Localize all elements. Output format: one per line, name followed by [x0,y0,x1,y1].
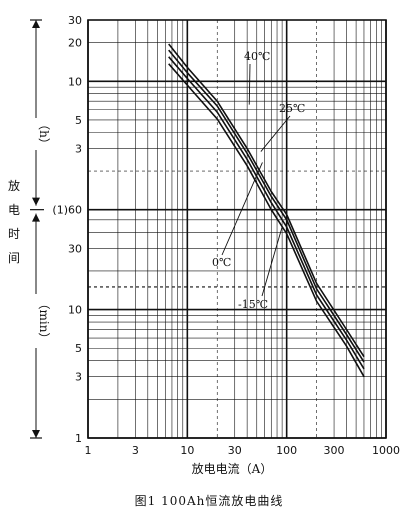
y-tick-label-minutes: 30 [68,242,82,255]
y-tick-label-hours: 10 [68,75,82,88]
grid [87,19,387,439]
curve-label-leader [260,115,291,152]
axes: 1 3 10 30 100 300 1000 30 20 10 5 3 (1)60 30 10 5 3 1 [30,14,400,457]
x-tick-label: 1000 [372,444,400,457]
y-tick-label-minutes: (1)60 [52,204,82,217]
y-tick-label-hours: 30 [68,14,82,27]
y-axis-title-char: 时 [8,227,20,241]
bracket-arrow [32,213,40,222]
y-tick-label-minutes: 3 [75,371,82,384]
y-axis-title-char: 电 [8,203,20,217]
curve-label-leader [248,63,251,105]
y-tick-label-minutes: 10 [68,304,82,317]
curve-label-leader [221,162,263,256]
x-tick-label: 10 [180,444,194,457]
series-line [168,49,365,363]
x-axis-title: 放电电流（A） [192,461,273,476]
series-line [168,63,365,378]
minutes-unit-label: （min） [37,298,51,345]
y-tick-label-minutes: 5 [75,342,82,355]
x-tick-label: 1 [85,444,92,457]
bracket-arrow [32,430,40,438]
y-tick-label-hours: 5 [75,114,82,127]
bracket-arrow [32,20,40,28]
curve-label: -15℃ [238,298,268,311]
plot-frame [87,19,387,439]
bracket-arrow [32,197,40,206]
x-tick-label: 300 [324,444,345,457]
hours-unit-label: （h） [37,118,51,150]
y-tick-label-minutes: 1 [75,432,82,445]
curve-label-leader [261,226,283,297]
figure-caption: 图1 100Ah恒流放电曲线 [134,494,284,508]
x-tick-label: 100 [276,444,297,457]
series-line [168,56,365,370]
x-tick-label: 30 [228,444,242,457]
y-tick-label-hours: 3 [75,142,82,155]
y-axis-title-char: 放 [8,178,20,193]
curve-label: 40℃ [244,50,270,63]
series-line [168,43,365,358]
curve-label: 25℃ [279,102,305,115]
x-tick-label: 3 [132,444,139,457]
curves [168,43,365,378]
y-axis-title-char: 间 [8,251,20,265]
y-tick-label-hours: 20 [68,37,82,50]
curve-label: 0℃ [212,256,231,269]
